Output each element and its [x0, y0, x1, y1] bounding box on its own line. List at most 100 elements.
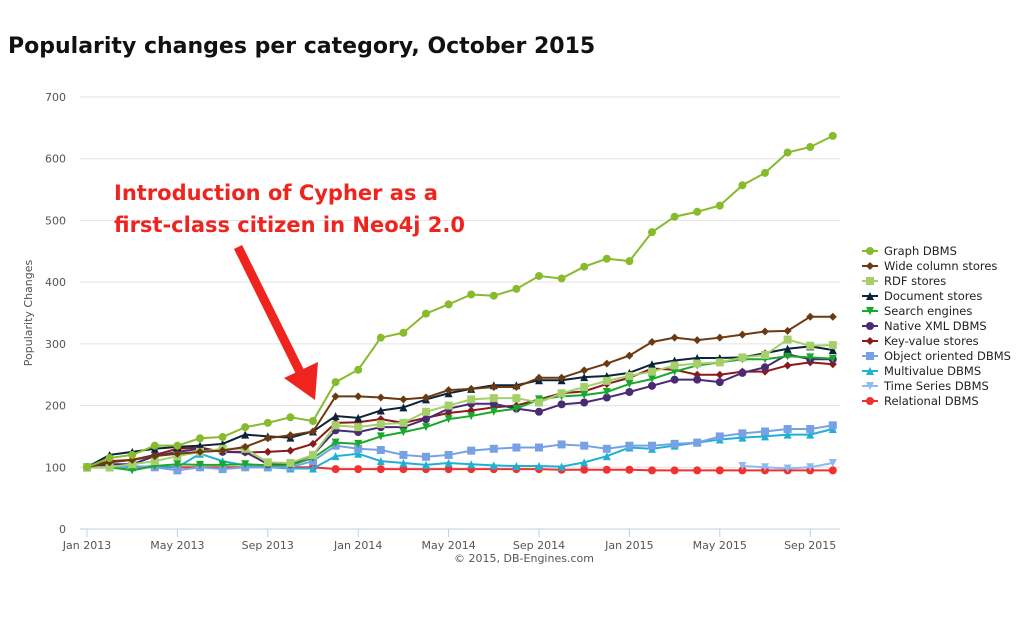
annotation-arrow-icon: [233, 245, 318, 400]
data-point: [535, 462, 543, 471]
legend-item[interactable]: Search engines: [862, 304, 972, 318]
data-point: [693, 375, 702, 384]
x-tick-label: Jan 2014: [333, 539, 382, 552]
data-point: [444, 458, 453, 467]
x-tick-label: May 2014: [421, 539, 475, 552]
data-point: [738, 181, 747, 190]
data-point: [625, 379, 634, 388]
data-point: [535, 443, 543, 452]
data-point: [331, 452, 340, 461]
data-point: [693, 336, 702, 345]
legend-marker-icon: [866, 292, 874, 300]
data-point: [648, 228, 656, 237]
data-point: [557, 440, 566, 449]
y-tick-label: 0: [59, 523, 66, 536]
legend-item[interactable]: Relational DBMS: [862, 394, 979, 408]
data-point: [422, 460, 430, 469]
annotation: Introduction of Cypher as a first-class …: [114, 181, 465, 400]
data-point: [761, 350, 769, 359]
data-point: [783, 335, 792, 344]
chart-title: Popularity changes per category, October…: [8, 34, 596, 59]
data-point: [602, 393, 611, 402]
legend-item[interactable]: Document stores: [862, 289, 982, 303]
data-point: [263, 418, 272, 427]
y-tick-label: 700: [45, 91, 66, 104]
data-point: [173, 460, 182, 469]
data-point: [783, 344, 792, 353]
data-point: [828, 466, 837, 475]
data-point: [309, 439, 317, 448]
data-point: [806, 430, 815, 439]
data-point: [535, 373, 543, 382]
data-point: [580, 441, 589, 450]
data-point: [489, 394, 498, 403]
data-point: [218, 446, 227, 455]
data-point: [648, 338, 656, 347]
x-tick-label: Sep 2014: [513, 539, 565, 552]
data-point: [444, 465, 453, 474]
data-point: [806, 353, 815, 362]
data-point: [602, 444, 611, 453]
data-point: [693, 207, 702, 216]
data-point: [761, 427, 769, 436]
data-point: [715, 201, 724, 210]
x-tick-label: Jan 2015: [604, 539, 653, 552]
credits: © 2015, DB-Engines.com: [454, 552, 594, 565]
y-axis-label: Popularity Changes: [22, 259, 35, 366]
data-point: [580, 366, 589, 375]
data-point: [761, 463, 769, 472]
legend-label: Graph DBMS: [884, 244, 957, 258]
legend-item[interactable]: RDF stores: [862, 274, 946, 288]
data-point: [309, 464, 317, 473]
legend-item[interactable]: Key-value stores: [862, 334, 979, 348]
data-point: [828, 131, 837, 140]
data-point: [331, 465, 340, 474]
data-point: [738, 368, 747, 377]
legend-item[interactable]: Wide column stores: [862, 259, 997, 273]
legend-item[interactable]: Graph DBMS: [862, 244, 957, 258]
data-point: [715, 370, 724, 379]
legend-marker-icon: [866, 307, 874, 315]
data-point: [783, 430, 792, 439]
data-point: [738, 330, 747, 339]
data-point: [761, 327, 769, 336]
data-point: [580, 458, 589, 467]
data-point: [354, 439, 363, 448]
data-point: [806, 341, 815, 350]
series-line: [86, 315, 833, 469]
data-point: [173, 449, 182, 458]
legend-item[interactable]: Native XML DBMS: [862, 319, 987, 333]
data-point: [512, 284, 521, 293]
data-point: [376, 432, 385, 441]
data-point: [625, 351, 634, 360]
data-point: [354, 392, 363, 401]
data-point: [693, 466, 702, 475]
data-point: [241, 423, 250, 432]
data-point: [512, 394, 521, 403]
data-point: [444, 300, 453, 309]
legend-item[interactable]: Time Series DBMS: [862, 379, 989, 393]
legend-marker-icon: [866, 337, 874, 345]
data-point: [828, 341, 837, 350]
data-point: [828, 312, 837, 321]
legend-marker-icon: [866, 382, 874, 390]
data-point: [557, 389, 566, 398]
data-point: [444, 415, 453, 424]
data-point: [738, 466, 747, 475]
data-point: [580, 262, 589, 271]
data-point: [761, 432, 769, 441]
data-point: [331, 438, 340, 447]
legend-item[interactable]: Multivalue DBMS: [862, 364, 981, 378]
x-tick-label: Sep 2013: [242, 539, 294, 552]
legend-item[interactable]: Object oriented DBMS: [862, 349, 1011, 363]
data-point: [399, 403, 408, 412]
y-tick-label: 400: [45, 276, 66, 289]
data-point: [422, 407, 430, 416]
legend-label: Key-value stores: [884, 334, 979, 348]
data-point: [309, 417, 317, 425]
data-point: [580, 465, 589, 474]
data-point: [761, 363, 769, 372]
data-point: [399, 428, 408, 437]
y-tick-label: 100: [45, 461, 66, 474]
data-point: [670, 367, 679, 376]
